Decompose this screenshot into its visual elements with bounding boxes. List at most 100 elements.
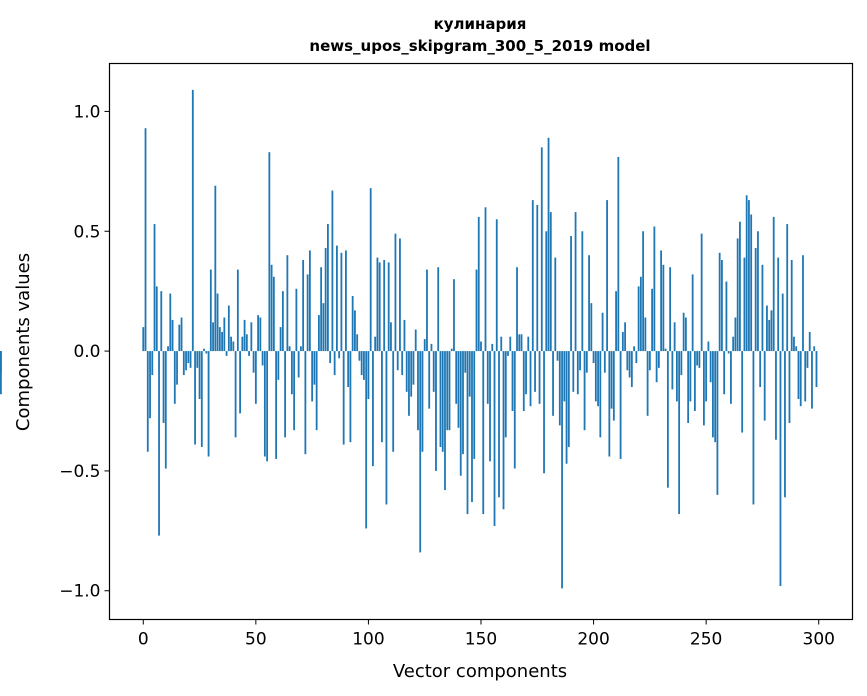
bar [651,288,654,352]
bar [232,341,235,352]
bar [565,351,568,464]
x-tick-label: 50 [245,630,267,650]
bar [795,346,798,352]
bar [146,351,149,452]
bar [770,310,773,352]
y-tick-label: −1.0 [59,582,100,602]
bar [725,281,728,352]
bar [448,351,451,431]
bar [293,351,296,431]
bar [574,212,577,352]
bar [534,351,536,392]
bar [572,351,575,392]
bar [144,128,147,352]
bar [286,255,289,352]
bar [363,351,365,380]
bar [621,331,624,352]
bar [214,185,217,352]
bar [252,351,255,373]
bar [748,200,750,352]
bar [673,322,676,352]
x-tick-label: 250 [690,630,722,650]
bar [207,351,210,457]
bar [151,351,154,376]
bar [153,224,156,352]
bar [723,351,726,395]
bar [426,269,428,352]
bar [736,238,739,352]
bar [453,279,455,352]
bar [599,351,602,438]
bar [788,351,791,423]
bar [522,351,525,411]
bar [225,351,228,356]
bar [277,351,280,380]
bar [813,346,816,352]
bar [594,351,597,402]
bar [464,351,467,373]
bar [302,260,305,352]
y-axis-label: Components values [13,253,34,431]
bar [158,351,160,536]
bar [705,351,708,402]
bar [471,351,473,503]
bar [624,322,626,352]
bar [502,351,505,510]
bar [437,267,440,352]
bar [317,315,320,352]
bar [155,286,158,352]
bar [669,267,672,352]
bar [234,351,237,438]
bar [392,351,395,452]
bar [450,348,453,352]
bar [333,351,336,376]
bar [185,351,187,371]
bar [653,226,656,352]
bar [259,317,262,352]
bar [212,322,214,352]
bar [338,351,341,359]
y-tick-label: 0.0 [73,342,100,362]
bar [423,339,426,352]
bar [671,351,674,390]
y-tick-label: −0.5 [59,462,100,482]
bar [218,327,221,352]
bar [281,291,284,352]
bar [216,293,219,352]
bar [0,351,2,373]
bar [757,231,759,352]
bar [279,327,282,352]
bar [345,250,347,352]
bar [610,351,613,409]
bar [149,351,151,419]
bar [768,319,771,352]
bar [358,351,361,361]
bar [777,257,780,352]
bar [583,351,586,431]
bar [327,224,329,352]
bar [439,351,442,447]
bar [405,351,408,392]
bar [579,351,581,371]
bar [628,351,631,378]
bar [360,351,363,376]
bar [525,351,527,395]
bars-group [0,89,818,589]
bar [592,351,595,364]
bar [441,351,444,452]
bar [227,305,230,352]
bar [387,262,390,352]
bar [324,248,327,352]
bar [191,89,194,352]
bar [518,334,521,352]
bar [727,351,730,354]
bar [347,351,350,388]
bar [385,351,388,505]
bar [349,351,352,443]
bar [378,262,381,352]
bar [194,351,196,445]
bar [498,351,500,498]
bar [410,351,413,397]
bar [779,351,782,586]
